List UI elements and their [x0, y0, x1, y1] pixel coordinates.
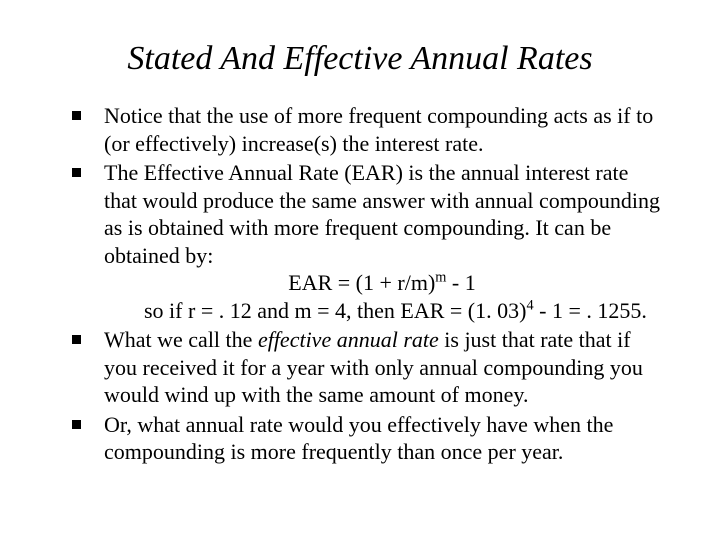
bullet-text: Or, what annual rate would you effective… — [104, 412, 613, 465]
slide-container: Stated And Effective Annual Rates Notice… — [0, 0, 720, 540]
bullet-text-em: effective annual rate — [258, 327, 439, 352]
formula-part-a: EAR = (1 + r/m) — [288, 270, 435, 295]
slide-title: Stated And Effective Annual Rates — [50, 40, 670, 78]
formula-line: EAR = (1 + r/m)m - 1 — [104, 269, 660, 297]
formula-example-line: so if r = . 12 and m = 4, then EAR = (1.… — [104, 297, 660, 325]
bullet-text: The Effective Annual Rate (EAR) is the a… — [104, 160, 660, 268]
bullet-item-1: Notice that the use of more frequent com… — [70, 102, 660, 157]
example-part-b: - 1 = . 1255. — [534, 298, 647, 323]
bullet-item-4: Or, what annual rate would you effective… — [70, 411, 660, 466]
example-exponent: 4 — [526, 297, 533, 313]
formula-part-b: - 1 — [446, 270, 475, 295]
example-part-a: so if r = . 12 and m = 4, then EAR = (1.… — [144, 298, 526, 323]
bullet-text-a: What we call the — [104, 327, 258, 352]
bullet-list: Notice that the use of more frequent com… — [50, 102, 670, 466]
formula-exponent: m — [435, 270, 446, 286]
bullet-text: Notice that the use of more frequent com… — [104, 103, 653, 156]
bullet-item-3: What we call the effective annual rate i… — [70, 326, 660, 409]
bullet-item-2: The Effective Annual Rate (EAR) is the a… — [70, 159, 660, 324]
